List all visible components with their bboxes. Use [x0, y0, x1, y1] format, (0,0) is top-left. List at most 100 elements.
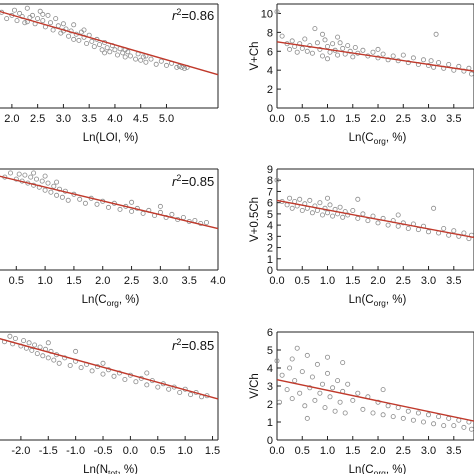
x-tick-label: 0.0 — [123, 445, 138, 457]
data-point — [29, 12, 35, 18]
data-point — [129, 199, 135, 205]
data-point — [102, 50, 108, 56]
data-point — [174, 64, 180, 70]
panel-loi-scatter: 1.01.52.02.53.03.54.04.55.0Ln(LOI, %)r2=… — [0, 3, 219, 144]
data-point — [34, 176, 40, 182]
data-point — [312, 397, 318, 403]
data-point — [307, 43, 313, 49]
data-point — [45, 355, 51, 361]
data-point — [65, 197, 71, 203]
data-point — [415, 410, 421, 416]
data-point — [100, 371, 106, 377]
data-point — [322, 205, 328, 211]
data-point — [40, 18, 46, 24]
data-point — [287, 365, 293, 371]
data-point — [390, 53, 396, 59]
regression-line — [276, 379, 474, 422]
data-point — [127, 53, 133, 59]
data-point — [29, 347, 35, 353]
x-tick-label: 3.0 — [421, 275, 436, 287]
data-point — [55, 23, 61, 29]
data-point — [360, 406, 366, 412]
data-point — [40, 353, 46, 359]
data-point — [67, 362, 73, 368]
x-axis-label: Ln(Corg, %) — [349, 294, 407, 308]
data-point — [56, 360, 62, 366]
data-point — [327, 49, 333, 55]
x-tick-label: 3.0 — [56, 113, 71, 125]
data-point — [352, 45, 358, 51]
panel-vratio-scatter: 0.0 0.5 1.0 1.5 2.0 2.5 3.0 3.5 0 1 2 3 4 5 6 Ln(Corg, … — [249, 327, 474, 474]
data-point — [289, 205, 295, 211]
y-axis-label: V+0.5Ch — [249, 197, 261, 242]
data-point — [365, 218, 371, 224]
data-point — [319, 31, 325, 37]
x-tick-label: 2.0 — [370, 275, 385, 287]
data-point — [42, 187, 48, 193]
y-tick-label: 4 — [267, 220, 273, 232]
data-point — [312, 26, 318, 32]
x-tick-label: 0.5 — [295, 113, 310, 125]
data-point — [309, 210, 315, 216]
data-point — [345, 212, 351, 218]
data-point — [16, 171, 22, 177]
data-point — [309, 374, 315, 380]
data-point — [304, 415, 310, 421]
data-point — [405, 60, 411, 66]
data-point — [400, 220, 406, 226]
data-point — [176, 63, 182, 69]
data-point — [327, 394, 333, 400]
data-point — [7, 170, 13, 176]
data-point — [345, 43, 351, 49]
data-point — [375, 399, 381, 405]
data-point — [433, 31, 439, 37]
data-point — [54, 179, 60, 185]
data-point — [400, 415, 406, 421]
x-tick-label: 2.0 — [95, 275, 110, 287]
data-point — [276, 399, 282, 405]
data-point — [335, 52, 341, 58]
data-point — [317, 390, 323, 396]
data-point — [299, 369, 305, 375]
data-point — [24, 5, 30, 11]
y-tick-label: 10 — [261, 8, 273, 20]
data-point — [39, 178, 45, 184]
data-point — [133, 379, 139, 385]
data-point — [22, 172, 28, 178]
data-point — [375, 46, 381, 52]
data-point — [337, 399, 343, 405]
data-point — [177, 389, 183, 395]
y-tick-label: 2 — [267, 399, 273, 411]
data-point — [287, 46, 293, 52]
x-tick-label: 4.0 — [210, 275, 225, 287]
data-point — [179, 64, 185, 70]
data-point — [441, 225, 447, 231]
data-point — [322, 37, 328, 43]
y-tick-label: 4 — [267, 65, 273, 77]
x-tick-label: 3.5 — [182, 275, 197, 287]
data-point — [157, 203, 163, 209]
data-point — [166, 386, 172, 392]
data-point — [188, 392, 194, 398]
data-point — [451, 228, 457, 234]
x-tick-label: 2.5 — [124, 275, 139, 287]
y-tick-label: 5 — [267, 345, 273, 357]
data-point — [299, 207, 305, 213]
y-tick-label: 6 — [267, 46, 273, 58]
data-point — [153, 61, 159, 67]
data-point — [50, 27, 56, 33]
data-point — [169, 211, 175, 217]
regression-line — [0, 10, 219, 76]
data-point — [317, 46, 323, 52]
data-point — [181, 66, 187, 72]
data-point — [385, 222, 391, 228]
data-point — [380, 412, 386, 418]
x-tick-label: -2.0 — [11, 445, 30, 457]
x-tick-label: 0.0 — [269, 445, 284, 457]
data-point — [319, 381, 325, 387]
data-point — [345, 381, 351, 387]
data-point — [330, 41, 336, 47]
x-tick-label: 2.0 — [370, 113, 385, 125]
